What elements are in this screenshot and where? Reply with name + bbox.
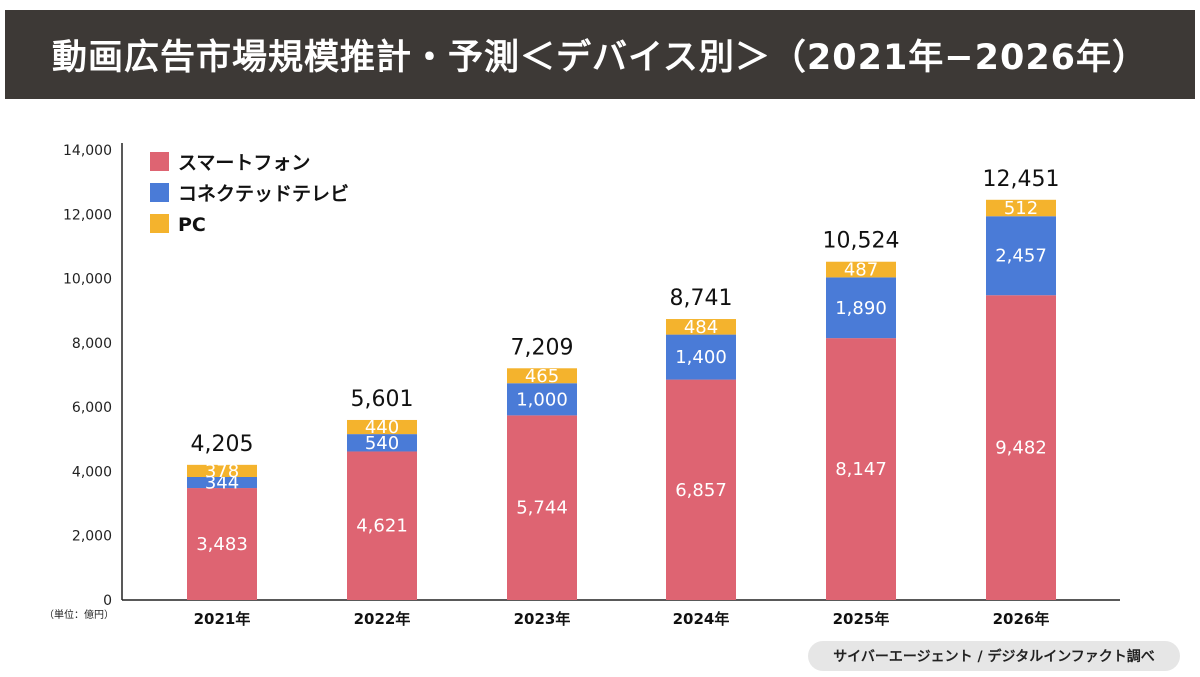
- bar-segment-pc: [826, 261, 896, 278]
- legend-label: スマートフォン: [178, 152, 310, 174]
- bar-segment-pc: [986, 199, 1056, 217]
- total-label: 5,601: [351, 387, 414, 412]
- bar-segment-pc: [187, 464, 257, 477]
- total-label: 10,524: [823, 229, 900, 254]
- total-label: 12,451: [983, 167, 1060, 192]
- total-label: 7,209: [511, 335, 574, 360]
- bar-segment-ctv: [187, 476, 257, 489]
- legend-label: コネクテッドテレビ: [178, 183, 349, 205]
- data-label: 1,400: [675, 347, 727, 368]
- y-tick-label: 14,000: [63, 143, 112, 159]
- y-tick-label: 8,000: [72, 336, 112, 352]
- data-label: 9,482: [995, 438, 1047, 459]
- x-tick-label: 2021年: [194, 610, 251, 628]
- bar-segment-pc: [347, 419, 417, 435]
- x-tick-label: 2024年: [673, 610, 730, 628]
- data-label: 1,890: [835, 298, 887, 319]
- data-label: 465: [525, 366, 559, 387]
- data-label: 1,000: [516, 389, 568, 410]
- bar-segment-smartphone: [347, 451, 417, 600]
- y-tick-label: 2,000: [72, 529, 112, 545]
- total-label: 4,205: [191, 432, 254, 457]
- data-label: 440: [365, 417, 399, 438]
- legend-swatch: [150, 183, 169, 202]
- bar-segment-pc: [666, 319, 736, 335]
- bar-segment-ctv: [826, 277, 896, 339]
- data-label: 378: [205, 461, 239, 482]
- unit-label: （単位：億円）: [44, 608, 114, 621]
- y-tick-label: 6,000: [72, 400, 112, 416]
- data-label: 3,483: [196, 534, 248, 555]
- bar-segment-pc: [507, 368, 577, 384]
- bar-segment-ctv: [347, 434, 417, 452]
- legend-label: PC: [178, 214, 206, 236]
- bar-segment-ctv: [666, 334, 736, 380]
- data-label: 4,621: [356, 516, 408, 537]
- data-label: 6,857: [675, 480, 727, 501]
- title-bar: 動画広告市場規模推計・予測＜デバイス別＞（2021年−2026年）: [5, 10, 1195, 99]
- x-tick-label: 2022年: [354, 610, 411, 628]
- legend-swatch: [150, 214, 169, 233]
- bar-segment-smartphone: [666, 379, 736, 600]
- data-label: 512: [1004, 198, 1038, 219]
- data-label: 2,457: [995, 246, 1047, 267]
- x-tick-label: 2026年: [993, 610, 1050, 628]
- x-tick-label: 2023年: [514, 610, 571, 628]
- bar-segment-smartphone: [826, 338, 896, 600]
- data-label: 5,744: [516, 498, 568, 519]
- bar-segment-smartphone: [986, 295, 1056, 600]
- bar-segment-smartphone: [507, 415, 577, 600]
- data-label: 487: [844, 260, 878, 281]
- chart-title: 動画広告市場規模推計・予測＜デバイス別＞（2021年−2026年）: [51, 38, 1149, 78]
- data-label: 8,147: [835, 459, 887, 480]
- y-tick-label: 0: [103, 593, 112, 609]
- y-tick-label: 4,000: [72, 464, 112, 480]
- data-label: 540: [365, 433, 399, 454]
- bar-segment-ctv: [507, 383, 577, 416]
- bar-segment-ctv: [986, 216, 1056, 296]
- total-label: 8,741: [670, 286, 733, 311]
- y-tick-label: 12,000: [63, 207, 112, 223]
- x-tick-label: 2025年: [833, 610, 890, 628]
- bar-segment-smartphone: [187, 488, 257, 600]
- data-label: 344: [205, 473, 239, 494]
- data-label: 484: [684, 317, 718, 338]
- source-text: サイバーエージェント / デジタルインファクト調べ: [833, 649, 1155, 665]
- legend-swatch: [150, 152, 169, 171]
- source-badge: サイバーエージェント / デジタルインファクト調べ: [808, 641, 1180, 671]
- y-tick-label: 10,000: [63, 272, 112, 288]
